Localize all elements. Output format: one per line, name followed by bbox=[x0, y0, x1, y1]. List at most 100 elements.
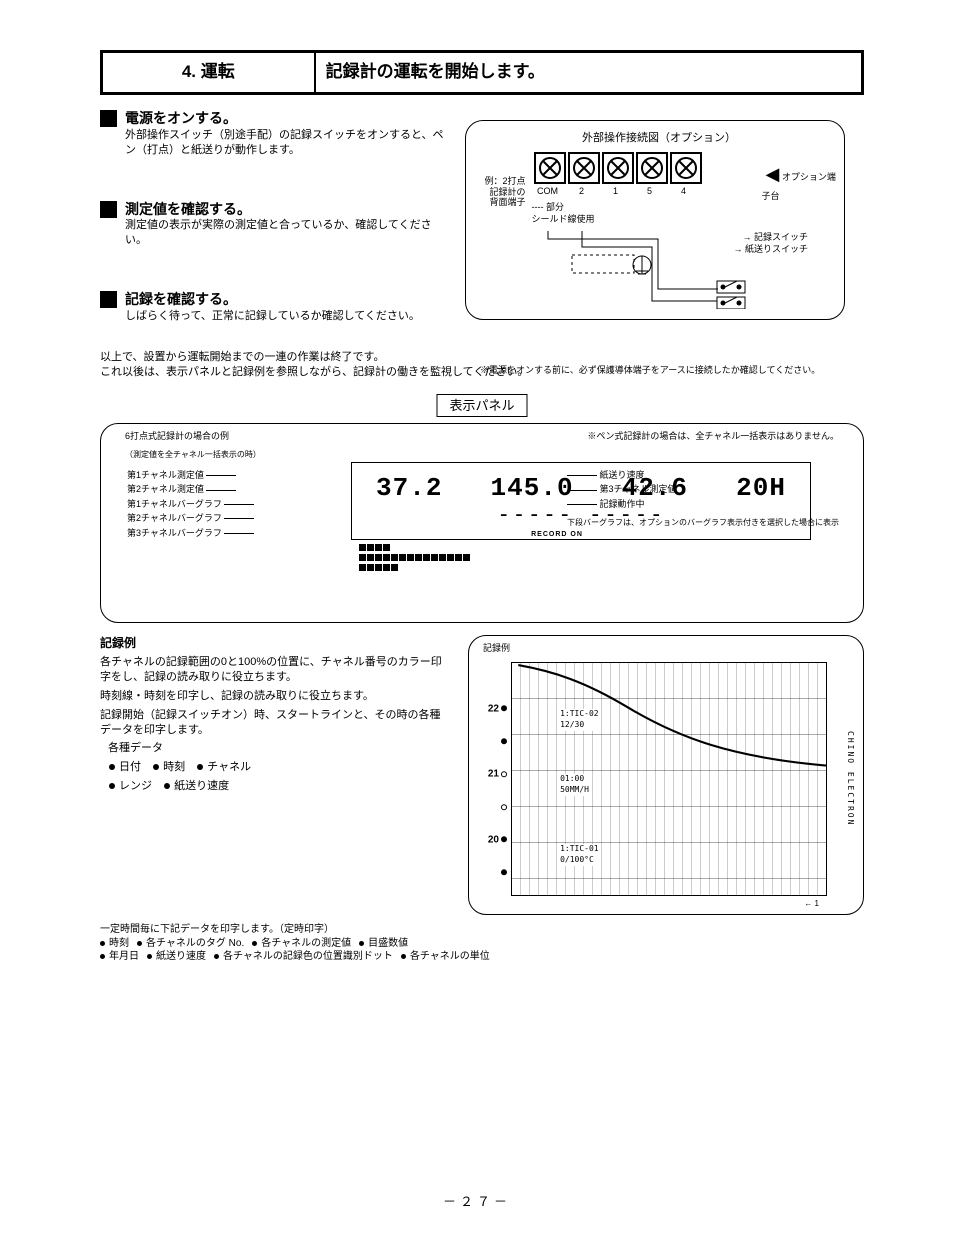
rec-para-2: 時刻線・時刻を印字し、記録の読み取りに役立ちます。 bbox=[100, 689, 450, 704]
spec-item: チャネル bbox=[204, 761, 262, 773]
pin-label: 2 bbox=[566, 185, 598, 197]
spec-item: 日付 bbox=[116, 761, 152, 773]
record-example-heading: 記録例 bbox=[100, 635, 450, 651]
rec-para-1: 各チャネルの記録範囲の0と100%の位置に、チャネル番号のカラー印字をし、記録の… bbox=[100, 655, 450, 685]
bullet-square-icon bbox=[100, 110, 117, 127]
spec-row-1: 日付 時刻 チャネル bbox=[108, 760, 450, 775]
chart-title: 記録例 bbox=[483, 642, 853, 654]
bargraph-row bbox=[359, 564, 470, 572]
terminal-heading: 外部操作接続図（オプション） bbox=[480, 131, 838, 146]
bullet-square-icon bbox=[100, 291, 117, 308]
sec2-body: 測定値の表示が実際の測定値と合っているか、確認してください。 bbox=[125, 218, 445, 248]
terminal-screw-icon bbox=[670, 152, 702, 184]
callout-right-item: 記録動作中 bbox=[567, 497, 839, 511]
chart-y-axis: 22 21 20 bbox=[483, 662, 507, 896]
pin-label: COM bbox=[532, 185, 564, 197]
callout-left-item: 第1チャネル測定値 bbox=[127, 468, 254, 482]
chart-cap-right: ← 1 bbox=[804, 899, 819, 910]
bargraph-row bbox=[359, 554, 470, 562]
pin-label: 1 bbox=[600, 185, 632, 197]
panel-head-left: 6打点式記録計の場合の例 bbox=[125, 430, 229, 442]
bottom-spec-row1: 時刻各チャネルのタグ No. 各チャネルの測定値目盛数値 bbox=[100, 937, 864, 951]
sec1-title: 電源をオンする。 bbox=[125, 110, 237, 126]
bottom-spec-item: 各チャネルの単位 bbox=[401, 950, 490, 964]
chart-y-tick: 21 bbox=[488, 768, 507, 782]
terminal-under-note: ---- 部分シールド線使用 bbox=[532, 201, 762, 225]
pin-label: 4 bbox=[668, 185, 700, 197]
chart-panel: 記録例 222120 1:TIC-0212/3001:0050MM/H1:TIC… bbox=[468, 635, 864, 915]
terminal-screw-icon bbox=[636, 152, 668, 184]
terminal-left-label: 例：2打点記録計の背面端子 bbox=[480, 176, 526, 208]
chart-y-tick: 20 bbox=[488, 833, 507, 847]
bottom-spec-intro: 一定時間毎に下記データを印字します。（定時印字） bbox=[100, 923, 864, 937]
spec-row-2: レンジ 紙送り速度 bbox=[108, 779, 450, 794]
callout-right-item: 紙送り速度 bbox=[567, 468, 839, 482]
bottom-spec-item: 各チャネルの測定値 bbox=[252, 937, 351, 951]
bottom-spec-item: 時刻 bbox=[100, 937, 129, 951]
chart-inner-label: 1:TIC-0212/30 bbox=[559, 709, 600, 731]
chart-y-tick: 22 bbox=[488, 702, 507, 716]
record-example-text: 記録例 各チャネルの記録範囲の0と100%の位置に、チャネル番号のカラー印字をし… bbox=[100, 635, 450, 915]
header-table: 4. 運転 記録計の運転を開始します。 bbox=[100, 50, 864, 95]
panel-head-left-sub: （測定値を全チャネル一括表示の時） bbox=[125, 450, 261, 461]
chart-plot-area: 1:TIC-0212/30 01:0050MM/H 1:TIC-010/100°C bbox=[511, 662, 827, 896]
bullet-square-icon bbox=[100, 201, 117, 218]
sec3-title: 記録を確認する。 bbox=[125, 291, 237, 307]
switch-1-label: → 記録スイッチ bbox=[733, 231, 808, 243]
rec-para-3: 記録開始（記録スイッチオン）時、スタートラインと、その時の各種データを印字します… bbox=[100, 708, 450, 738]
callout-right-item: 第3チャネル測定値 bbox=[567, 482, 839, 496]
bargraph-area bbox=[359, 544, 470, 574]
bottom-spec-row2: 年月日紙送り速度各チャネルの記録色の位置識別ドット各チャネルの単位 bbox=[100, 950, 864, 964]
sec3-body: しばらく待って、正常に記録しているか確認してください。 bbox=[125, 309, 445, 324]
terminal-power-note: ※電源をオンする前に、必ず保護導体端子をアースに接続したか確認してください。 bbox=[480, 364, 838, 376]
callout-left-item: 第1チャネルバーグラフ bbox=[127, 497, 254, 511]
seg-value: 145.0 bbox=[491, 471, 574, 506]
lcd-record-on: RECORD ON bbox=[502, 530, 612, 539]
panel-head-right: ※ペン式記録計の場合は、全チャネル一括表示はありません。 bbox=[587, 430, 839, 442]
sec2-title: 測定値を確認する。 bbox=[125, 201, 251, 217]
bottom-spec: 一定時間毎に下記データを印字します。（定時印字） 時刻各チャネルのタグ No.各… bbox=[100, 923, 864, 964]
bottom-spec-item: 年月日 bbox=[100, 950, 139, 964]
switch-labels: → 記録スイッチ → 紙送りスイッチ bbox=[733, 231, 808, 255]
wiring-diagram-icon bbox=[532, 231, 762, 309]
terminal-screw-icon bbox=[568, 152, 600, 184]
bargraph-row bbox=[359, 544, 470, 552]
chart-y-tick bbox=[499, 735, 507, 749]
chart-y-tick bbox=[499, 800, 507, 814]
callout-left-item: 第2チャネルバーグラフ bbox=[127, 511, 254, 525]
header-right: 記録計の運転を開始します。 bbox=[315, 52, 863, 94]
callouts-left: 第1チャネル測定値 第2チャネル測定値 第1チャネルバーグラフ 第2チャネルバー… bbox=[127, 468, 254, 540]
spec-item: レンジ bbox=[116, 780, 163, 792]
terminal-diagram-panel: 外部操作接続図（オプション） 例：2打点記録計の背面端子 COM 2 1 5 4… bbox=[465, 120, 845, 320]
spec-item: 紙送り速度 bbox=[171, 780, 240, 792]
arrow-left-icon: ◀ bbox=[766, 164, 780, 184]
section-1: 電源をオンする。 外部操作スイッチ（別途手配）の記録スイッチをオンすると、ペン（… bbox=[100, 109, 445, 158]
callout-right-item: 下段バーグラフは、オプションのバーグラフ表示付きを選択した場合に表示 bbox=[567, 517, 839, 530]
page-number: －２７－ bbox=[0, 1193, 954, 1211]
spec-label: 各種データ bbox=[108, 741, 450, 756]
sec1-body: 外部操作スイッチ（別途手配）の記録スイッチをオンすると、ペン（打点）と紙送りが動… bbox=[125, 128, 445, 158]
switch-2-label: → 紙送りスイッチ bbox=[733, 243, 808, 255]
display-panel-figure: 6打点式記録計の場合の例 （測定値を全チャネル一括表示の時） ※ペン式記録計の場… bbox=[100, 423, 864, 623]
bottom-spec-item: 各チャネルのタグ No. bbox=[137, 937, 244, 951]
bottom-spec-item: 紙送り速度 bbox=[147, 950, 206, 964]
section-3: 記録を確認する。 しばらく待って、正常に記録しているか確認してください。 bbox=[100, 290, 445, 324]
chart-inner-label: 1:TIC-010/100°C bbox=[559, 844, 600, 866]
bottom-spec-item: 各チャネルの記録色の位置識別ドット bbox=[214, 950, 393, 964]
terminal-screw-icon bbox=[602, 152, 634, 184]
spec-item: 時刻 bbox=[160, 761, 196, 773]
chart-right-text: CHINO ELECTRON bbox=[839, 666, 855, 892]
section-2: 測定値を確認する。 測定値の表示が実際の測定値と合っているか、確認してください。 bbox=[100, 200, 445, 249]
chart-y-tick bbox=[499, 866, 507, 880]
callout-left-item: 第2チャネル測定値 bbox=[127, 482, 254, 496]
display-panel-title: 表示パネル bbox=[436, 394, 527, 418]
header-left: 4. 運転 bbox=[102, 52, 315, 94]
chart-inner-label: 01:0050MM/H bbox=[559, 774, 590, 796]
callouts-right: 紙送り速度 第3チャネル測定値 記録動作中下段バーグラフは、オプションのバーグラ… bbox=[567, 468, 839, 530]
callout-left-item: 第3チャネルバーグラフ bbox=[127, 526, 254, 540]
terminal-strip bbox=[534, 152, 762, 184]
pin-label: 5 bbox=[634, 185, 666, 197]
seg-value: 37.2 bbox=[376, 471, 442, 506]
bottom-spec-item: 目盛数値 bbox=[359, 937, 408, 951]
terminal-screw-icon bbox=[534, 152, 566, 184]
